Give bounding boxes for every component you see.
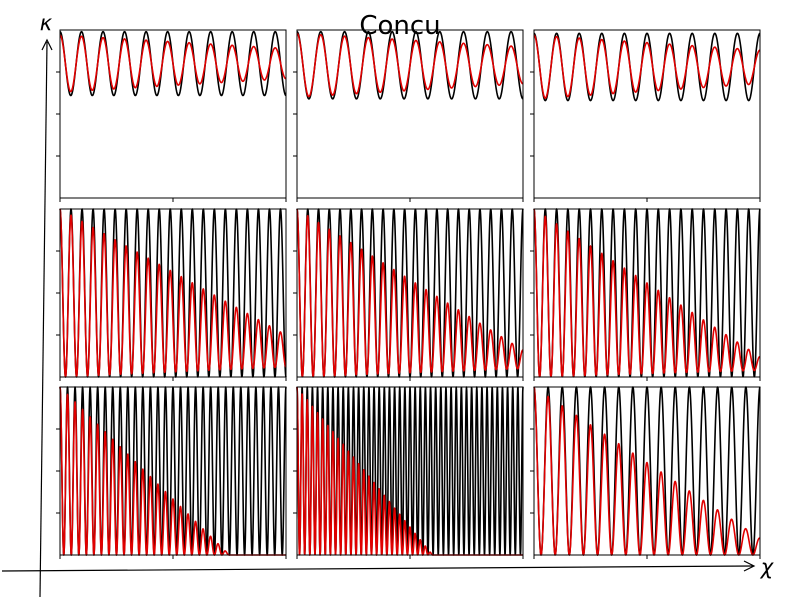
y-axis-line	[39, 41, 48, 598]
panel-r1-c2	[293, 29, 524, 202]
series-line-red	[533, 386, 761, 556]
panel-grid	[56, 29, 761, 559]
panel-r2-c3	[530, 208, 761, 381]
x-axis-label: χ	[760, 555, 775, 579]
series-line-red	[533, 208, 761, 378]
panel-r3-c2	[293, 386, 524, 559]
panel-r2-c2	[293, 208, 524, 381]
series-line-red	[59, 208, 287, 378]
series-line-red	[296, 208, 524, 378]
figure-title: Concu	[359, 11, 440, 41]
y-axis-arrowhead	[41, 38, 53, 51]
x-axis-arrowhead	[743, 560, 756, 572]
panel-r1-c1	[56, 29, 287, 202]
panel-r3-c3	[530, 386, 761, 559]
panel-r3-c1	[56, 386, 287, 559]
panel-r1-c3	[530, 29, 761, 202]
series-line-red	[296, 32, 524, 98]
series-line-red	[533, 34, 761, 99]
series-line-red	[59, 34, 287, 93]
panel-r2-c1	[56, 208, 287, 381]
y-axis-label: κ	[40, 11, 53, 35]
x-axis-line	[1, 565, 754, 572]
